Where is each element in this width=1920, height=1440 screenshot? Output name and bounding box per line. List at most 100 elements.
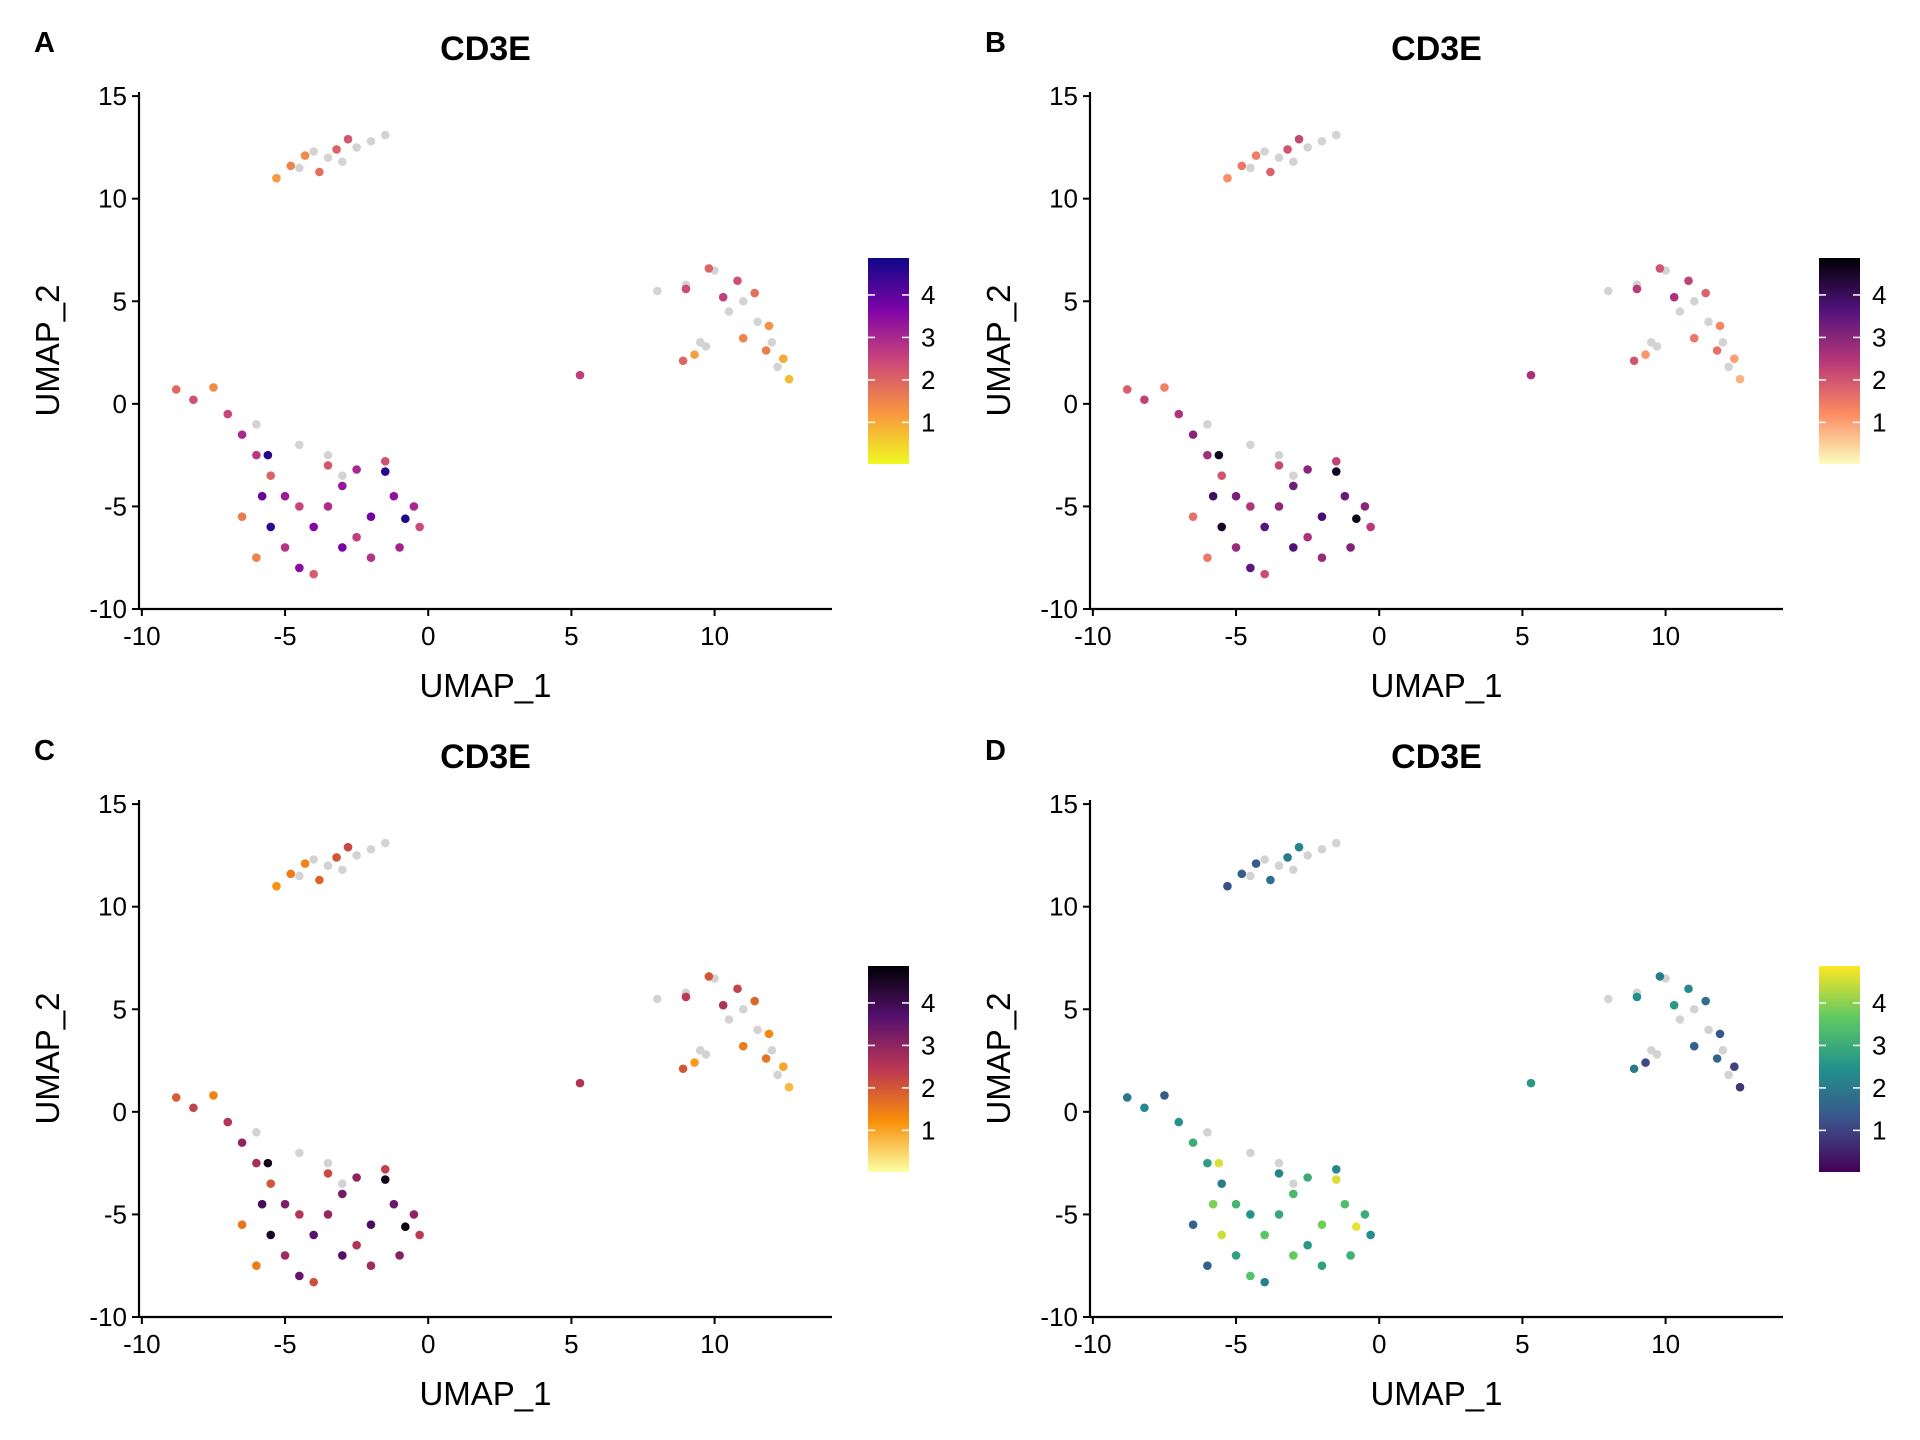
cell-point [653, 994, 662, 1004]
panel: D CD3E UMAP_1 UMAP_2 -10 -5 0 5 10 -10 -5 0 5 10 15 1 2 3… [980, 735, 1886, 1412]
cell-point [1237, 869, 1247, 879]
colorbar-tick-label: 1 [1872, 407, 1886, 437]
chart-title: CD3E [440, 30, 531, 68]
cell-point [678, 1064, 688, 1074]
colorbar-tick-label: 2 [921, 365, 935, 395]
cell-point [1289, 543, 1298, 552]
cell-point [1203, 420, 1212, 429]
cell-point [1203, 1261, 1212, 1271]
panel: B CD3E UMAP_1 UMAP_2 -10 -5 0 5 10 -10 -5 0 5 10 15 1 2 3… [980, 27, 1886, 704]
cell-point [257, 1199, 267, 1209]
cell-point [323, 1169, 333, 1178]
cell-point [753, 1025, 762, 1035]
x-tick-label: 0 [421, 1329, 435, 1359]
x-tick-label: 0 [421, 621, 435, 651]
cell-point [681, 284, 691, 294]
cell-point [1188, 430, 1198, 439]
cell-point [1730, 1062, 1739, 1072]
cell-point [1735, 1082, 1745, 1092]
cell-point [380, 456, 390, 466]
y-tick-label: 15 [98, 789, 127, 819]
cell-point [1724, 1070, 1733, 1080]
cell-point [1289, 1189, 1298, 1199]
cell-point [1274, 502, 1284, 511]
cell-point [1715, 1029, 1725, 1039]
points [171, 838, 794, 1287]
cell-point [252, 553, 261, 563]
cell-point [366, 1261, 376, 1271]
cell-point [653, 286, 662, 296]
cell-point [1669, 292, 1679, 302]
cell-point [395, 1251, 404, 1260]
cell-point [1289, 1179, 1298, 1188]
cell-point [237, 430, 247, 439]
cell-point [352, 465, 361, 474]
cell-point [237, 512, 247, 521]
cell-point [1303, 143, 1312, 152]
cell-point [704, 264, 714, 273]
points [1122, 838, 1745, 1287]
panel-label: A [34, 27, 55, 59]
cell-point [1274, 1158, 1284, 1168]
cell-point [681, 992, 691, 1002]
y-tick-label: -10 [1040, 594, 1078, 624]
cell-point [738, 1004, 748, 1014]
cell-point [1303, 1240, 1312, 1250]
x-tick-label: -5 [1224, 1329, 1247, 1359]
cell-point [773, 1070, 782, 1080]
cell-point [1629, 356, 1639, 366]
y-tick-label: -10 [89, 1302, 127, 1332]
cell-point [764, 321, 774, 331]
x-tick-label: 0 [1372, 1329, 1386, 1359]
x-tick-label: 5 [564, 621, 578, 651]
cell-point [761, 1054, 771, 1063]
cell-point [1346, 1251, 1355, 1260]
y-tick-label: 0 [113, 389, 127, 419]
cell-point [266, 522, 276, 532]
cell-point [1317, 1220, 1327, 1229]
cell-point [1331, 456, 1341, 466]
cell-point [415, 1230, 424, 1240]
cell-point [1652, 342, 1662, 351]
cell-point [338, 865, 347, 875]
cell-point [266, 1179, 276, 1188]
cell-point [366, 512, 376, 521]
cell-point [1214, 1158, 1224, 1168]
cell-point [343, 842, 353, 852]
x-axis-label: UMAP_1 [419, 667, 551, 704]
cell-point [1718, 337, 1728, 347]
cell-point [171, 385, 181, 394]
cell-point [690, 1058, 699, 1067]
cell-point [575, 1078, 585, 1088]
cell-point [1303, 532, 1312, 542]
y-tick-label: 10 [1049, 892, 1078, 922]
panel-label: B [985, 27, 1006, 59]
colorbar [868, 966, 909, 1172]
cell-point [409, 502, 419, 511]
cell-point [1346, 543, 1355, 552]
cell-point [1317, 136, 1327, 146]
y-tick-label: 0 [1064, 1097, 1078, 1127]
cell-point [389, 1199, 399, 1209]
y-tick-label: -10 [1040, 1302, 1078, 1332]
cell-point [1122, 385, 1132, 394]
cell-point [1274, 153, 1284, 162]
cell-point [338, 1251, 347, 1260]
cell-point [309, 522, 318, 532]
cell-point [753, 317, 762, 327]
cell-point [718, 1000, 728, 1010]
cell-point [1340, 1199, 1350, 1209]
cell-point [1266, 875, 1275, 885]
colorbar-tick-label: 3 [921, 322, 935, 352]
cell-point [1629, 1064, 1639, 1074]
cell-point [1203, 1128, 1212, 1137]
x-tick-label: 0 [1372, 621, 1386, 651]
cell-point [380, 1164, 390, 1174]
colorbar [868, 258, 909, 464]
cell-point [1231, 1251, 1241, 1260]
cell-point [263, 450, 273, 460]
cell-point [1303, 465, 1312, 474]
y-tick-label: 10 [1049, 184, 1078, 214]
